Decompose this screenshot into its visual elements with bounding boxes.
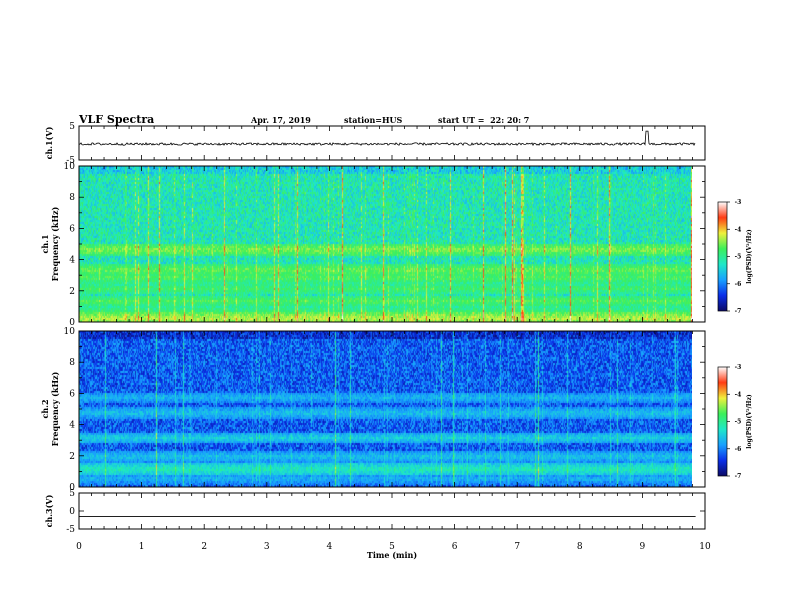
ch2-spectrogram bbox=[79, 331, 692, 487]
y-tick-label: 5 bbox=[69, 122, 75, 132]
x-tick-label: 0 bbox=[76, 542, 82, 552]
y-tick-label: 2 bbox=[69, 287, 75, 297]
x-axis-label: Time (min) bbox=[367, 550, 417, 560]
station-label: station=HUS bbox=[344, 115, 403, 125]
y-tick-label: 8 bbox=[69, 358, 75, 368]
y-tick-label: 4 bbox=[69, 421, 75, 431]
panel-frame-4 bbox=[78, 492, 706, 530]
y-tick-label: 10 bbox=[64, 162, 76, 172]
colorbar-tick-label: -5 bbox=[735, 419, 742, 426]
ch1-waveform bbox=[78, 130, 696, 147]
y-tick-label: 8 bbox=[69, 193, 75, 203]
colorbar-tick-label: -7 bbox=[735, 308, 742, 315]
start-time-label: start UT = 22: 20: 7 bbox=[438, 115, 530, 125]
x-tick-label: 7 bbox=[514, 542, 520, 552]
y-tick-label: 0 bbox=[69, 483, 75, 493]
colorbar-2 bbox=[717, 366, 728, 477]
x-tick-label: 6 bbox=[452, 542, 458, 552]
colorbar-1 bbox=[717, 201, 728, 312]
x-tick-label: 9 bbox=[640, 542, 646, 552]
colorbar-tick-label: -4 bbox=[735, 391, 742, 398]
y-axis-label: ch.3(V) bbox=[44, 494, 54, 527]
colorbar-label: log(PSD)(V²/Hz) bbox=[746, 229, 753, 284]
x-tick-label: 1 bbox=[139, 542, 145, 552]
colorbar-label: log(PSD)(V²/Hz) bbox=[746, 394, 753, 449]
date-label: Apr. 17, 2019 bbox=[251, 115, 311, 125]
y-tick-label: -5 bbox=[66, 525, 75, 535]
colorbar-tick-label: -3 bbox=[735, 199, 742, 206]
colorbar-tick-label: -7 bbox=[735, 473, 742, 480]
y-tick-label: 4 bbox=[69, 256, 75, 266]
colorbar-tick-label: -6 bbox=[735, 446, 742, 453]
colorbar-tick-label: -6 bbox=[735, 281, 742, 288]
x-tick-label: 8 bbox=[577, 542, 583, 552]
colorbar-tick-label: -4 bbox=[735, 226, 742, 233]
y-tick-label: 0 bbox=[69, 318, 75, 328]
y-tick-label: 0 bbox=[69, 507, 75, 517]
x-tick-label: 3 bbox=[264, 542, 270, 552]
x-tick-label: 5 bbox=[389, 542, 395, 552]
y-tick-label: 2 bbox=[69, 452, 75, 462]
colorbar-tick-label: -5 bbox=[735, 254, 742, 261]
x-tick-label: 4 bbox=[327, 542, 333, 552]
y-axis-label: Frequency (kHz) bbox=[50, 371, 60, 446]
colorbar-tick-label: -3 bbox=[735, 364, 742, 371]
y-tick-label: 10 bbox=[64, 327, 76, 337]
y-tick-label: 6 bbox=[69, 224, 75, 234]
channel-label: ch.2 bbox=[40, 399, 50, 418]
y-tick-label: -5 bbox=[66, 156, 75, 166]
y-tick-label: 6 bbox=[69, 389, 75, 399]
x-tick-label: 10 bbox=[699, 542, 711, 552]
chart-title: VLF Spectra bbox=[79, 113, 155, 126]
y-axis-label: Frequency (kHz) bbox=[50, 206, 60, 281]
y-axis-label: ch.1(V) bbox=[44, 126, 54, 159]
x-tick-label: 2 bbox=[201, 542, 207, 552]
channel-label: ch.1 bbox=[40, 234, 50, 253]
panel-frame-1 bbox=[78, 125, 706, 161]
ch1-spectrogram bbox=[79, 166, 692, 322]
y-tick-label: 5 bbox=[69, 489, 75, 499]
